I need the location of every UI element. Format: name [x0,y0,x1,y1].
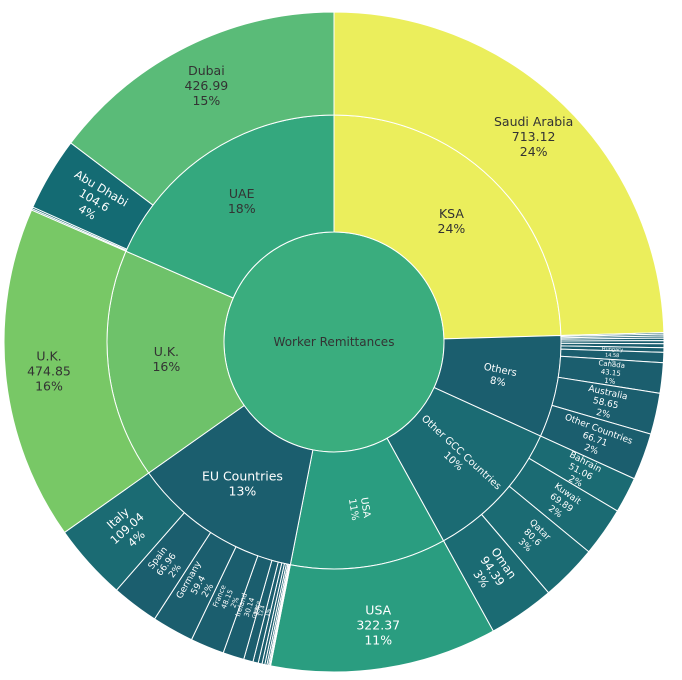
chart-sectors [3,11,665,673]
region-label-usa: USA11% [346,496,372,522]
leaf-label-usa: USA 322.37 11% [356,602,400,647]
leaf-label-ireland: Ireland30.141% [234,592,265,623]
region-label-ksa: KSA 24% [438,206,466,236]
leaf-sector-dubai[interactable] [70,11,335,206]
region-label-u-k: U.K. 16% [152,344,180,374]
leaf-label-saudi-arabia: Saudi Arabia 713.12 24% [494,114,573,159]
leaf-label-qatar: Qatar80.63% [512,518,552,559]
leaf-sector-saudi-arabia[interactable] [333,11,665,336]
leaf-label-hungary: Hungary14.581% [601,346,623,365]
root-label: Worker Remittances [274,335,395,349]
region-label-eu-countries: EU Countries 13% [202,468,283,498]
leaf-label-canada: Canada43.151% [596,359,625,387]
leaf-label-abu-dhabi: Abu Dhabi104.64% [58,167,131,233]
leaf-label-u-k: U.K. 474.85 16% [27,349,71,394]
leaf-label-greece: Greece13.41% [251,600,273,622]
leaf-label-dubai: Dubai 426.99 15% [185,63,229,108]
region-label-others: Others8% [480,362,517,391]
region-label-uae: UAE 18% [228,186,256,216]
